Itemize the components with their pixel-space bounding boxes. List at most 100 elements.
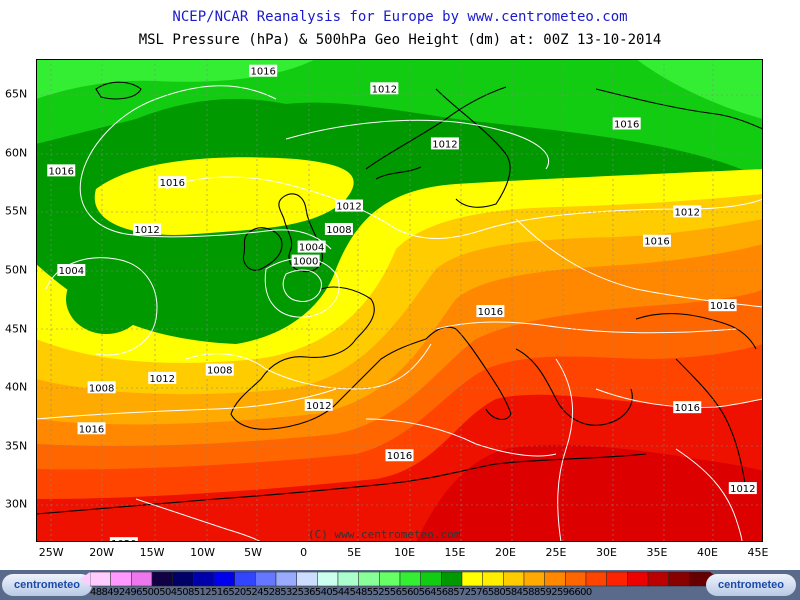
isobar-label: 1012 <box>728 482 757 495</box>
scale-value: 596 <box>557 587 575 598</box>
isobar-label: 1008 <box>324 222 353 236</box>
svg-text:1004: 1004 <box>59 266 84 277</box>
scale-value: 572 <box>453 587 471 598</box>
lon-label: 25W <box>38 546 64 559</box>
lat-label: 60N <box>5 146 28 160</box>
scale-value: 540 <box>314 587 333 598</box>
map-title: NCEP/NCAR Reanalysis for Europe by www.c… <box>172 9 628 25</box>
scale-value: 508 <box>176 587 194 598</box>
lon-label: 30E <box>596 546 617 559</box>
isobar-label: 1016 <box>77 422 106 435</box>
isobar-label: 1012 <box>430 137 459 150</box>
scale-swatch <box>193 571 215 587</box>
scale-value: 592 <box>539 587 558 598</box>
scale-swatch <box>296 571 318 587</box>
scale-value: 544 <box>332 587 350 598</box>
scale-swatch <box>213 571 235 587</box>
scale-swatch <box>503 571 525 587</box>
lon-label: 15E <box>444 546 466 559</box>
scale-swatch <box>482 571 504 587</box>
scale-value: 560 <box>401 587 419 598</box>
centrometeo-logo-right[interactable]: centrometeo <box>706 574 796 596</box>
svg-text:1012: 1012 <box>372 84 397 95</box>
isobar-label: 1012 <box>133 222 162 236</box>
band-green <box>36 59 763 179</box>
scale-value: 532 <box>280 587 298 598</box>
svg-text:1008: 1008 <box>89 383 114 394</box>
low-pressure-center-atlantic <box>66 264 146 334</box>
scale-value: 500 <box>141 587 160 598</box>
isobar-label: 1016 <box>47 164 76 177</box>
scale-swatch <box>606 571 628 587</box>
scale-swatch <box>523 571 545 587</box>
lon-label: 5W <box>244 546 263 559</box>
scale-swatch <box>420 571 442 587</box>
svg-text:1016: 1016 <box>675 403 700 414</box>
scale-value: 520 <box>228 587 246 598</box>
scale-swatch <box>441 571 463 587</box>
scale-value: 492 <box>107 587 125 598</box>
color-scale-bar <box>80 571 720 587</box>
scale-swatch <box>172 571 194 587</box>
lat-label: 45N <box>5 322 28 336</box>
svg-text:1016: 1016 <box>79 424 104 435</box>
lon-label: 15W <box>139 546 165 559</box>
lon-label: 20E <box>495 546 516 559</box>
isobar-label: 1008 <box>87 381 116 394</box>
copyright-notice: (C) www.centrometeo.com <box>308 528 461 541</box>
svg-text:1016: 1016 <box>49 166 74 177</box>
isobar-label: 1016 <box>612 117 641 130</box>
scale-swatch <box>337 571 359 587</box>
svg-text:1016: 1016 <box>160 178 185 189</box>
scale-swatch <box>358 571 380 587</box>
isobar-label: 1000 <box>291 254 320 268</box>
scale-value: 584 <box>505 587 523 598</box>
scale-value: 552 <box>366 587 385 598</box>
color-scale-legend: centrometeo centrometeo <box>0 570 800 600</box>
isobar-label: 1012 <box>370 82 399 95</box>
isobar-label: 1016 <box>249 64 278 78</box>
scale-swatch <box>131 571 153 587</box>
svg-text:1000: 1000 <box>293 257 318 268</box>
svg-text:1004: 1004 <box>299 243 324 254</box>
scale-swatch <box>275 571 297 587</box>
scale-value: 556 <box>384 587 402 598</box>
isobar-label: 1016 <box>158 176 187 189</box>
color-scale-labels: 4884924965005045085125165205245285325365… <box>90 587 710 598</box>
svg-text:1016: 1016 <box>644 237 669 248</box>
scale-value: 536 <box>297 587 316 598</box>
scale-swatch <box>399 571 421 587</box>
lon-label: 40E <box>696 546 718 559</box>
scale-swatch <box>234 571 256 587</box>
scale-swatch <box>627 571 649 587</box>
scale-value: 488 <box>90 587 108 598</box>
scale-value: 580 <box>487 587 506 598</box>
map-frame <box>36 59 763 542</box>
isobar-label: 1016 <box>385 449 414 462</box>
isobar-label: 1004 <box>297 240 326 254</box>
isobar-label: 1004 <box>57 264 86 277</box>
svg-text:1008: 1008 <box>326 225 351 236</box>
scale-swatch <box>544 571 566 587</box>
scale-arrow-left <box>80 572 90 586</box>
centrometeo-logo-left[interactable]: centrometeo <box>2 574 92 596</box>
scale-swatch <box>647 571 669 587</box>
scale-value: 564 <box>418 587 437 598</box>
lat-label: 40N <box>5 380 28 394</box>
scale-value: 528 <box>262 587 281 598</box>
svg-text:1012: 1012 <box>149 374 174 385</box>
scale-value: 548 <box>349 587 367 598</box>
isobar-label: 1016 <box>476 305 505 318</box>
lon-label: 35E <box>646 546 668 559</box>
isobar-label: 1020 <box>109 537 138 542</box>
scale-value: 576 <box>470 587 489 598</box>
lon-label: 5E <box>347 546 362 559</box>
svg-text:1020: 1020 <box>111 539 136 542</box>
weather-map: 1016 1012 1016 1012 1016 1016 1012 1012 1008 1012… <box>36 59 763 542</box>
scale-swatch <box>461 571 483 587</box>
svg-text:1008: 1008 <box>207 366 232 377</box>
lon-label: 20W <box>89 546 115 559</box>
lon-label: 10W <box>190 546 216 559</box>
isobar-label: 1016 <box>708 299 737 312</box>
lon-label: 25E <box>545 546 567 559</box>
